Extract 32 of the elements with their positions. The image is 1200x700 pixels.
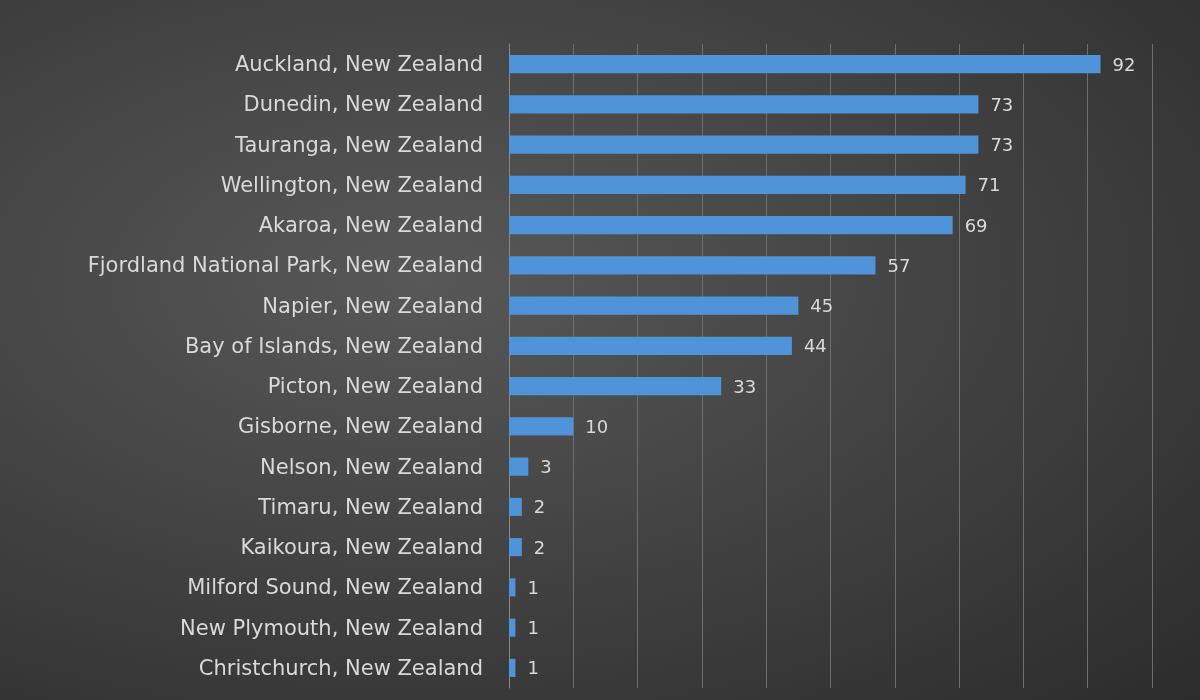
y-tick-label: Bay of Islands, New Zealand — [184, 333, 483, 358]
data-label: 10 — [585, 415, 609, 437]
data-label: 1 — [527, 617, 539, 639]
data-label: 71 — [977, 174, 1001, 196]
y-tick-label: Auckland, New Zealand — [234, 52, 483, 77]
data-label: 1 — [527, 576, 539, 598]
data-label: 1 — [527, 657, 539, 679]
y-tick-label: Akaroa, New Zealand — [258, 213, 483, 238]
y-tick-label: Kaikoura, New Zealand — [240, 535, 483, 560]
data-label: 45 — [810, 295, 834, 317]
data-label: 3 — [540, 456, 552, 478]
data-label: 69 — [964, 214, 988, 236]
data-label: 57 — [887, 254, 911, 276]
data-label: 2 — [533, 496, 546, 518]
y-tick-label: Nelson, New Zealand — [260, 454, 483, 479]
y-tick-label: Christchurch, New Zealand — [198, 655, 483, 680]
data-label: 92 — [1112, 53, 1136, 75]
y-tick-label: Gisborne, New Zealand — [237, 414, 483, 439]
y-tick-label: Napier, New Zealand — [262, 293, 483, 318]
y-tick-label: Fjordland National Park, New Zealand — [87, 253, 483, 278]
data-label: 44 — [803, 335, 827, 357]
y-tick-label: Picton, New Zealand — [267, 374, 483, 399]
data-label: 73 — [990, 134, 1014, 156]
y-tick-label: Tauranga, New Zealand — [234, 132, 483, 157]
data-label: 33 — [733, 375, 757, 397]
data-label: 73 — [990, 93, 1014, 115]
data-label: 2 — [533, 536, 546, 558]
y-tick-label: New Plymouth, New Zealand — [180, 615, 483, 640]
y-tick-label: Timaru, New Zealand — [257, 494, 483, 519]
y-tick-label: Dunedin, New Zealand — [243, 92, 483, 117]
y-tick-label: Wellington, New Zealand — [220, 172, 483, 197]
y-tick-label: Milford Sound, New Zealand — [187, 575, 483, 600]
